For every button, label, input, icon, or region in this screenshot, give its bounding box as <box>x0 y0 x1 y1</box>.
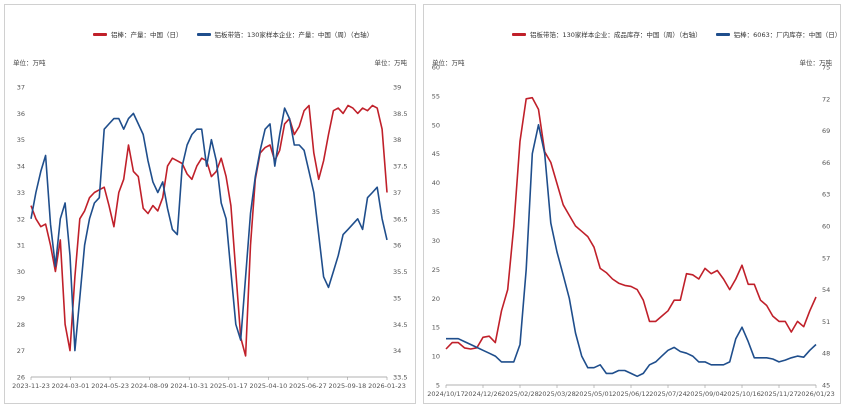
y-left-tick-label: 33 <box>17 189 25 197</box>
y-right-tick-label: 36.5 <box>393 215 407 223</box>
series-line <box>30 107 388 352</box>
legend-swatch-red <box>512 32 526 36</box>
y-right-tick-label: 54 <box>822 286 830 294</box>
right-axis-unit: 单位：万吨 <box>799 59 833 67</box>
series-line <box>30 104 388 357</box>
legend-label: 铝棒：6063：厂内库存：中国（日） <box>733 31 842 39</box>
legend-item: 铝板带箔：130家样本企业：成品库存：中国（周）（右轴） <box>512 29 702 39</box>
y-left-tick-label: 30 <box>432 237 440 245</box>
line-chart-left: 26 27 28 29 30 31 32 33 34 35 36 37 33.5 34 34.5 35 35.5… <box>12 84 407 391</box>
y-right-tick-label: 35.5 <box>393 268 407 276</box>
y-right-tick-label: 69 <box>822 127 830 135</box>
x-tick-label: 2026/01/23 <box>797 390 834 398</box>
legend-item: 铝棒：6063：厂内库存：中国（日） <box>715 29 842 39</box>
y-left-tick-label: 36 <box>17 110 25 118</box>
y-left-tick-label: 40 <box>432 179 440 187</box>
legend-right: 铝板带箔：130家样本企业：成品库存：中国（周）（右轴） 铝棒：6063：厂内库… <box>512 29 841 39</box>
y-left-tick-label: 28 <box>17 321 25 329</box>
x-tick-label: 2026-01-23 <box>368 382 406 390</box>
legend-swatch-blue <box>715 32 730 36</box>
y-right-tick-label: 34 <box>393 347 401 355</box>
y-right-tick-label: 35 <box>393 294 401 302</box>
y-left-tick-label: 27 <box>17 347 25 355</box>
y-left-tick-label: 35 <box>432 208 440 216</box>
y-left-tick-label: 10 <box>432 353 440 361</box>
y-left-tick-label: 60 <box>432 64 440 72</box>
right-axis-unit: 单位：万吨 <box>374 59 408 67</box>
y-right-tick-label: 48 <box>822 350 830 358</box>
x-tick-label: 2024-05-23 <box>91 382 129 390</box>
x-tick-label: 2023-11-23 <box>12 382 50 390</box>
y-right-tick-label: 39 <box>393 84 401 92</box>
y-left-tick-label: 26 <box>17 374 25 382</box>
x-tick-label: 2025/05/01 <box>575 390 612 398</box>
y-left-tick-label: 31 <box>17 242 25 250</box>
y-left-tick-label: 37 <box>17 84 25 92</box>
x-tick-label: 2024/10/17 <box>427 390 464 398</box>
x-tick-label: 2025/10/16 <box>723 390 760 398</box>
x-tick-label: 2025/11/27 <box>760 390 797 398</box>
x-tick-label: 2025/09/04 <box>686 390 723 398</box>
y-right-tick-label: 36 <box>393 242 401 250</box>
x-tick-label: 2025-01-17 <box>210 382 248 390</box>
y-left-tick-label: 29 <box>17 294 25 302</box>
y-right-tick-label: 75 <box>822 64 830 72</box>
y-left-tick-label: 25 <box>432 266 440 274</box>
y-left-tick-label: 15 <box>432 324 440 332</box>
y-left-tick-label: 45 <box>432 150 440 158</box>
x-tick-label: 2025/03/28 <box>538 390 575 398</box>
y-right-tick-label: 37 <box>393 189 401 197</box>
x-tick-label: 2025/02/28 <box>501 390 538 398</box>
x-tick-label: 2025-04-10 <box>249 382 287 390</box>
x-tick-label: 2025/06/12 <box>612 390 649 398</box>
y-right-tick-label: 63 <box>822 191 830 199</box>
y-left-tick-label: 34 <box>17 163 25 171</box>
y-right-tick-label: 45 <box>822 382 830 390</box>
y-left-tick-label: 32 <box>17 215 25 223</box>
y-right-tick-label: 51 <box>822 318 830 326</box>
x-tick-label: 2024/12/26 <box>464 390 501 398</box>
x-tick-label: 2025-09-18 <box>329 382 367 390</box>
y-right-tick-label: 66 <box>822 159 830 167</box>
legend-swatch-red <box>93 32 107 36</box>
x-tick-label: 2024-10-31 <box>170 382 208 390</box>
x-tick-label: 2025/07/24 <box>649 390 686 398</box>
y-right-tick-label: 38.5 <box>393 110 407 118</box>
legend-item: 铝棒：产量：中国（日） <box>93 29 183 39</box>
legend-label: 铝板带箔：130家样本企业：产量：中国（周）（右轴） <box>214 31 374 39</box>
y-left-tick-label: 30 <box>17 268 25 276</box>
x-tick-label: 2024-03-01 <box>52 382 90 390</box>
left-axis-unit: 单位：万吨 <box>432 59 465 67</box>
left-axis-unit: 单位：万吨 <box>13 59 46 67</box>
series-line <box>446 124 817 378</box>
y-right-tick-label: 38 <box>393 136 401 144</box>
y-right-tick-label: 60 <box>822 223 830 231</box>
y-right-tick-label: 37.5 <box>393 163 407 171</box>
y-right-tick-label: 34.5 <box>393 321 407 329</box>
y-left-tick-label: 5 <box>436 382 440 390</box>
x-tick-label: 2025-06-27 <box>289 382 327 390</box>
legend-item: 铝板带箔：130家样本企业：产量：中国（周）（右轴） <box>196 29 374 39</box>
legend-swatch-blue <box>196 32 211 36</box>
chart-panel-left: 铝棒：产量：中国（日） 铝板带箔：130家样本企业：产量：中国（周）（右轴） 单… <box>4 4 416 404</box>
y-left-tick-label: 35 <box>17 136 25 144</box>
line-chart-right: 5 10 15 20 25 30 35 40 45 50 55 60 45 48 51 54 57 60 63 66 6… <box>427 64 834 399</box>
chart-panel-right: 铝板带箔：130家样本企业：成品库存：中国（周）（右轴） 铝棒：6063：厂内库… <box>423 4 841 404</box>
x-tick-label: 2024-08-09 <box>131 382 169 390</box>
y-right-tick-label: 57 <box>822 254 830 262</box>
y-right-tick-label: 72 <box>822 95 830 103</box>
legend-label: 铝棒：产量：中国（日） <box>111 31 183 39</box>
legend-left: 铝棒：产量：中国（日） 铝板带箔：130家样本企业：产量：中国（周）（右轴） <box>93 29 373 39</box>
y-right-tick-label: 33.5 <box>393 374 407 382</box>
series-line <box>445 96 817 350</box>
y-left-tick-label: 55 <box>432 92 440 100</box>
legend-label: 铝板带箔：130家样本企业：成品库存：中国（周）（右轴） <box>530 31 702 39</box>
y-left-tick-label: 50 <box>432 121 440 129</box>
y-left-tick-label: 20 <box>432 295 440 303</box>
